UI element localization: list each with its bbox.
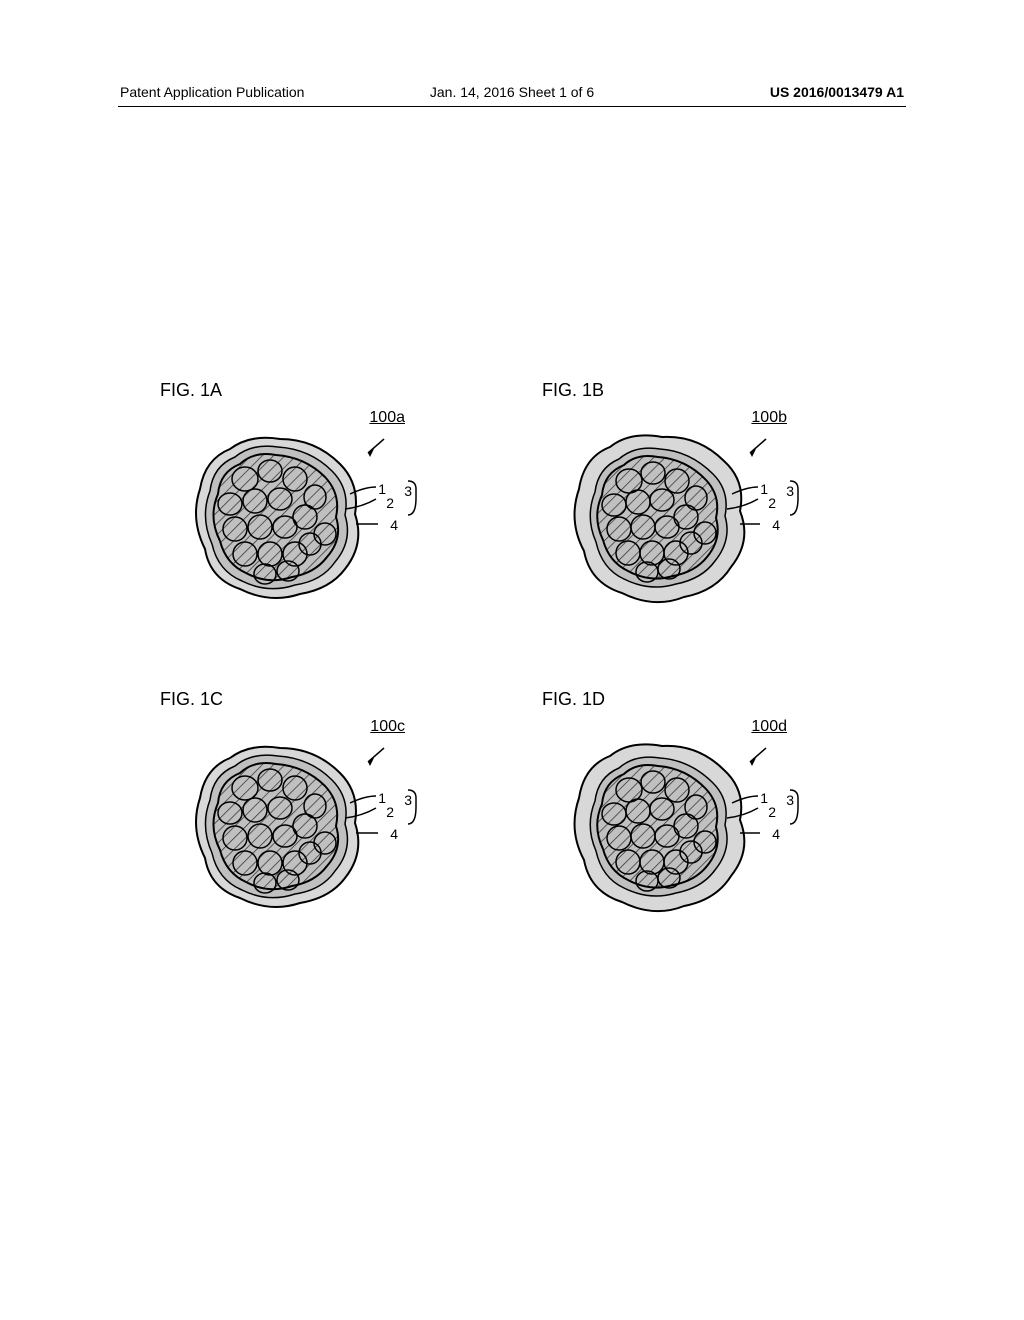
callout-1d-2: 2 [768,804,776,820]
header-center: Jan. 14, 2016 Sheet 1 of 6 [430,84,594,100]
fig-label-1a: FIG. 1A [150,380,222,401]
callout-1b-1: 1 [760,481,768,497]
callout-1b-2: 2 [768,495,776,511]
ref-100c: 100c [370,718,405,736]
fig-label-1c: FIG. 1C [150,689,223,710]
particle-svg-1d [532,718,812,938]
ref-100d: 100d [751,718,787,736]
figure-1b: FIG. 1B [532,380,874,629]
particle-svg-1c [150,718,430,938]
callout-1c-4: 4 [390,826,398,842]
particle-svg-1b [532,409,812,629]
header-right: US 2016/0013479 A1 [770,84,904,100]
diagram-1c: 100c 1 2 3 4 [150,718,430,938]
callout-1a-2: 2 [386,495,394,511]
callout-1c-2: 2 [386,804,394,820]
figure-1d: FIG. 1D [532,689,874,938]
bracket-1b [788,479,802,517]
callout-1b-4: 4 [772,517,780,533]
header-left: Patent Application Publication [120,84,304,100]
callout-1d-1: 1 [760,790,768,806]
figure-1c: FIG. 1C [150,689,492,938]
bracket-1c [406,788,420,826]
bracket-1a [406,479,420,517]
bracket-1d [788,788,802,826]
callout-1a-4: 4 [390,517,398,533]
diagram-1a: 100a 1 2 3 4 [150,409,430,629]
fig-label-1d: FIG. 1D [532,689,605,710]
particle-svg-1a [150,409,430,629]
ref-100b: 100b [751,409,787,427]
callout-1a-1: 1 [378,481,386,497]
header-rule [118,106,906,107]
diagram-1b: 100b 1 2 3 4 [532,409,812,629]
ref-100a: 100a [369,409,405,427]
callout-1d-4: 4 [772,826,780,842]
diagram-1d: 100d 1 2 3 4 [532,718,812,938]
figure-grid: FIG. 1A [0,380,1024,938]
page-header: Patent Application Publication Jan. 14, … [0,84,1024,100]
figure-1a: FIG. 1A [150,380,492,629]
fig-label-1b: FIG. 1B [532,380,604,401]
callout-1c-1: 1 [378,790,386,806]
